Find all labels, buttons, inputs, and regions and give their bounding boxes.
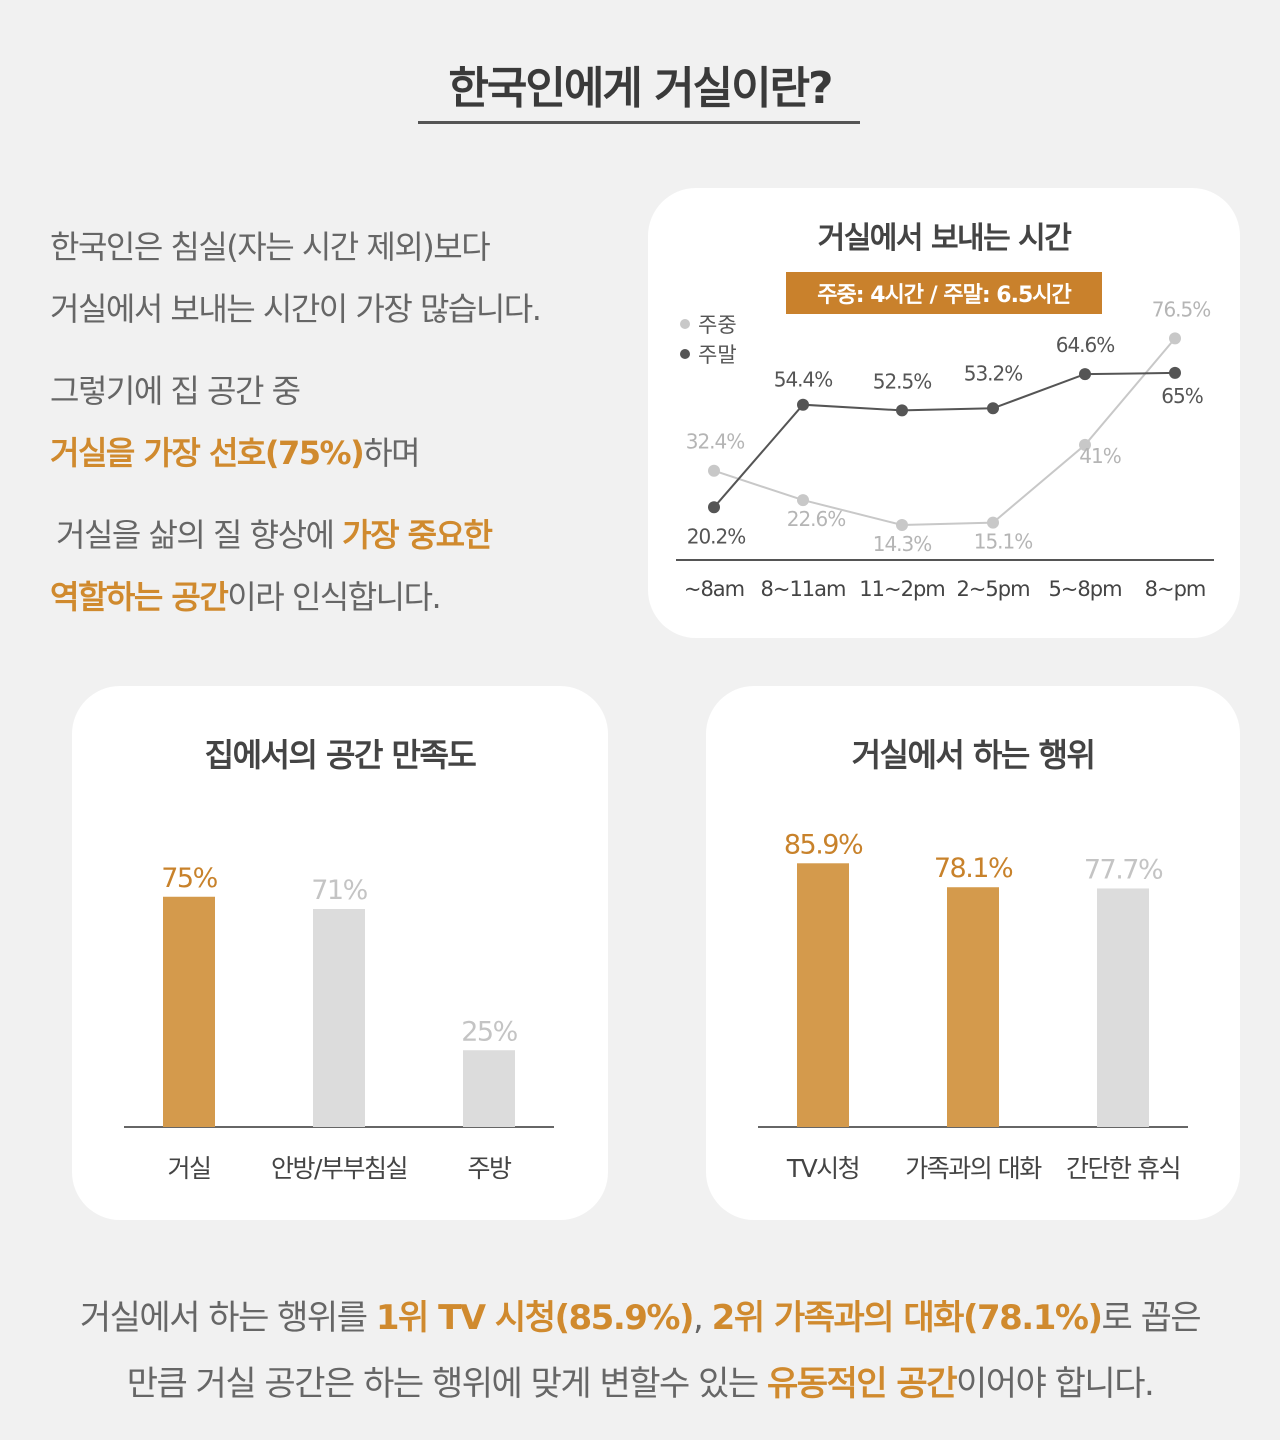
line-chart-subtitle: 주중: 4시간 / 주말: 6.5시간 [817, 283, 1071, 308]
bar-value-label: 71% [311, 875, 367, 906]
bottom-text: 만큼 거실 공간은 하는 행위에 맞게 변할수 있는 [126, 1364, 767, 1404]
data-label: 41% [1079, 444, 1120, 468]
x-tick-label: 11~2pm [859, 577, 944, 601]
category-label: 간단한 휴식 [1066, 1154, 1180, 1183]
data-point [896, 404, 908, 417]
data-point [797, 494, 809, 507]
intro-line-5: 거실을 삶의 질 향상에 가장 중요한 [56, 510, 493, 556]
intro-line-3: 그렇기에 집 공간 중 [50, 372, 301, 410]
data-label: 76.5% [1152, 297, 1211, 321]
intro-line-6: 역할하는 공간이라 인식합니다. [50, 572, 442, 618]
bar-chart-title: 거실에서 하는 행위 [852, 736, 1095, 774]
data-point [797, 398, 809, 411]
x-tick-label: 2~5pm [956, 577, 1029, 601]
data-point [1169, 332, 1181, 345]
line-chart-title: 거실에서 보내는 시간 [818, 221, 1073, 256]
x-tick-label: 8~pm [1145, 577, 1206, 601]
intro-highlight-preference: 거실을 가장 선호(75%) [50, 434, 365, 472]
satisfaction-bar-chart: 집에서의 공간 만족도 75% 거실 71% 안방/부부침실 25% 주방 [124, 736, 554, 1183]
category-label: 주방 [467, 1154, 512, 1183]
bottom-line-2: 만큼 거실 공간은 하는 행위에 맞게 변할수 있는 유동적인 공간이어야 합니… [0, 1356, 1280, 1405]
bottom-text: 거실에서 하는 행위를 [79, 1298, 376, 1338]
activity-bar-chart: 거실에서 하는 행위 85.9% TV시청 78.1% 가족과의 대화 77.7% 간단한 … [758, 736, 1188, 1183]
bottom-highlight-flexible: 유동적인 공간 [766, 1364, 958, 1404]
intro-text: 하며 [363, 434, 420, 472]
bottom-line-1: 거실에서 하는 행위를 1위 TV 시청(85.9%), 2위 가족과의 대화(… [0, 1290, 1280, 1339]
bottom-text: 이어야 합니다. [956, 1364, 1155, 1404]
data-label: 64.6% [1056, 333, 1115, 357]
bar [1097, 888, 1149, 1127]
intro-text: 거실을 삶의 질 향상에 [56, 516, 343, 554]
data-label: 53.2% [964, 361, 1023, 385]
title-underline [418, 121, 860, 124]
data-point [1079, 368, 1091, 381]
bar [163, 896, 215, 1127]
bar-chart-title: 집에서의 공간 만족도 [205, 736, 477, 774]
x-tick-label: 5~8pm [1048, 577, 1121, 601]
bar [947, 887, 999, 1127]
bar [797, 863, 849, 1127]
bar-value-label: 78.1% [934, 853, 1013, 884]
intro-text: 이라 인식합니다. [227, 578, 441, 616]
series-line-0 [713, 337, 1176, 527]
category-label: 가족과의 대화 [905, 1154, 1042, 1183]
data-point [896, 519, 908, 531]
data-point [987, 516, 999, 529]
category-label: 안방/부부침실 [271, 1154, 407, 1183]
data-point [1079, 438, 1091, 451]
intro-line-2: 거실에서 보내는 시간이 가장 많습니다. [50, 290, 542, 328]
intro-highlight-role: 역할하는 공간 [50, 578, 229, 616]
legend-label-1: 주말 [698, 343, 737, 367]
legend-marker-0 [680, 319, 690, 329]
intro-highlight-important: 가장 중요한 [342, 516, 493, 554]
x-tick-label: 8~11am [760, 577, 845, 601]
data-label: 15.1% [974, 530, 1033, 554]
data-point [1169, 366, 1181, 379]
bar [313, 909, 365, 1127]
x-tick-label: ~8am [684, 577, 744, 601]
data-label: 54.4% [774, 368, 833, 392]
data-label: 22.6% [787, 507, 846, 531]
satisfaction-chart-card: 집에서의 공간 만족도 75% 거실 71% 안방/부부침실 25% 주방 [72, 686, 608, 1220]
bottom-highlight-tv: 1위 TV 시청(85.9%) [375, 1298, 695, 1338]
bar [463, 1050, 515, 1127]
data-point [708, 501, 720, 514]
bottom-text: , [693, 1298, 712, 1338]
bottom-text: 로 꼽은 [1101, 1298, 1201, 1338]
legend-label-0: 주중 [698, 313, 737, 337]
data-label: 32.4% [686, 430, 745, 454]
intro-line-1: 한국인은 침실(자는 시간 제외)보다 [50, 228, 491, 266]
bar-value-label: 85.9% [784, 829, 863, 860]
category-label: TV시청 [786, 1154, 859, 1183]
bar-value-label: 75% [161, 863, 217, 894]
activity-chart-card: 거실에서 하는 행위 85.9% TV시청 78.1% 가족과의 대화 77.7% 간단한 … [706, 686, 1240, 1220]
page-title: 한국인에게 거실이란? [448, 63, 833, 114]
data-label: 65% [1161, 384, 1202, 408]
legend-marker-1 [680, 349, 690, 359]
intro-line-4: 거실을 가장 선호(75%)하며 [50, 428, 421, 474]
data-point [708, 464, 720, 477]
bar-value-label: 77.7% [1084, 854, 1163, 885]
data-label: 14.3% [873, 532, 932, 556]
category-label: 거실 [167, 1154, 210, 1183]
bar-value-label: 25% [461, 1016, 517, 1047]
subtitle-badge [786, 272, 1102, 314]
series-line-1 [713, 371, 1176, 508]
data-point [987, 402, 999, 415]
data-label: 52.5% [873, 369, 932, 393]
bottom-highlight-family: 2위 가족과의 대화(78.1%) [711, 1298, 1103, 1338]
data-label: 20.2% [687, 524, 746, 548]
